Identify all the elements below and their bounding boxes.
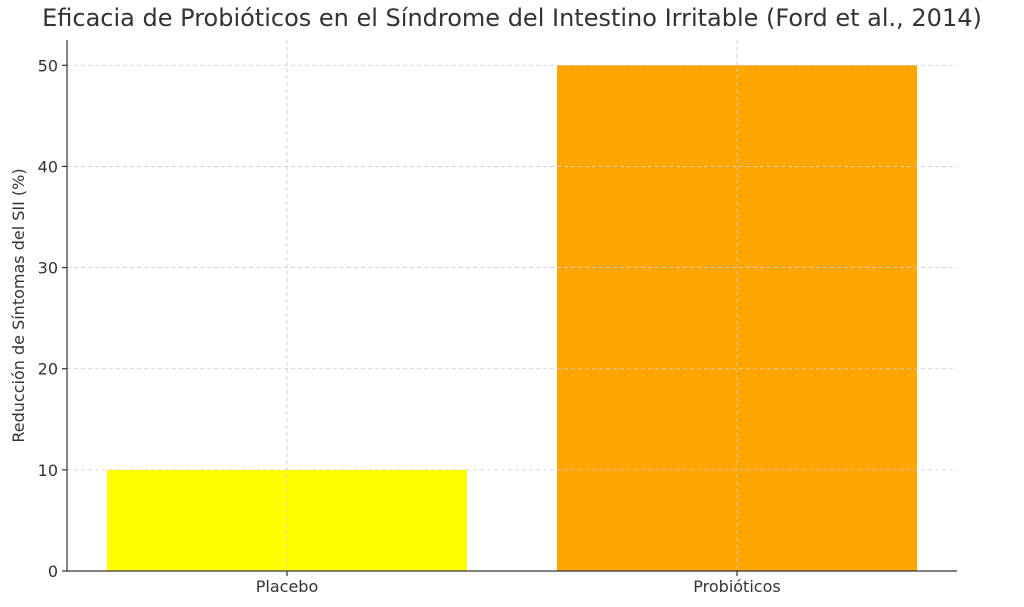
x-tick-label: Probióticos: [693, 577, 780, 596]
x-tick-label: Placebo: [256, 577, 318, 596]
y-tick-label: 10: [38, 461, 58, 480]
y-tick-label: 50: [38, 56, 58, 75]
y-axis-label: Reducción de Síntomas del SII (%): [9, 168, 28, 442]
bar-probi-ticos: [557, 65, 917, 572]
bar-placebo: [107, 469, 467, 571]
y-tick-label: 30: [38, 259, 58, 278]
bars: [107, 65, 917, 572]
y-tick-label: 0: [48, 562, 58, 581]
ticks: 0 10 20 30 40 50 Placebo Probióticos: [38, 56, 781, 596]
axes: [66, 40, 957, 572]
chart-title: Eficacia de Probióticos en el Síndrome d…: [42, 4, 982, 32]
y-tick-label: 40: [38, 157, 58, 176]
y-tick-label: 20: [38, 360, 58, 379]
